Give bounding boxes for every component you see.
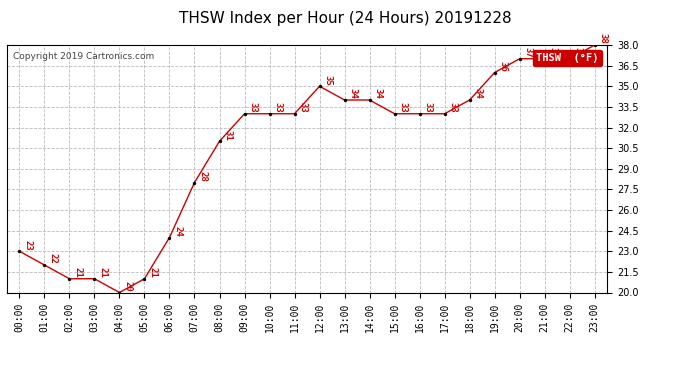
Text: 33: 33 — [299, 102, 308, 113]
Text: 37: 37 — [574, 47, 583, 58]
Point — [489, 69, 500, 75]
Text: 37: 37 — [524, 47, 533, 58]
Point — [514, 56, 525, 62]
Point — [264, 111, 275, 117]
Point — [289, 111, 300, 117]
Text: 34: 34 — [474, 88, 483, 99]
Point — [214, 138, 225, 144]
Text: 37: 37 — [549, 47, 558, 58]
Point — [64, 276, 75, 282]
Text: THSW Index per Hour (24 Hours) 20191228: THSW Index per Hour (24 Hours) 20191228 — [179, 11, 511, 26]
Point — [89, 276, 100, 282]
Point — [164, 234, 175, 240]
Point — [564, 56, 575, 62]
Point — [414, 111, 425, 117]
Text: 23: 23 — [23, 240, 32, 250]
Text: 28: 28 — [199, 171, 208, 182]
Point — [189, 180, 200, 186]
Point — [239, 111, 250, 117]
Text: 35: 35 — [324, 75, 333, 86]
Text: 21: 21 — [99, 267, 108, 278]
Point — [39, 262, 50, 268]
Point — [539, 56, 550, 62]
Text: 34: 34 — [348, 88, 357, 99]
Text: Copyright 2019 Cartronics.com: Copyright 2019 Cartronics.com — [13, 53, 154, 62]
Text: 34: 34 — [374, 88, 383, 99]
Text: 31: 31 — [224, 130, 233, 141]
Point — [364, 97, 375, 103]
Point — [389, 111, 400, 117]
Text: 38: 38 — [599, 33, 608, 44]
Point — [439, 111, 450, 117]
Point — [139, 276, 150, 282]
Point — [589, 42, 600, 48]
Text: 24: 24 — [174, 226, 183, 237]
Point — [464, 97, 475, 103]
Text: 33: 33 — [274, 102, 283, 113]
Text: 22: 22 — [48, 254, 57, 264]
Point — [339, 97, 350, 103]
Text: 36: 36 — [499, 61, 508, 72]
Text: 33: 33 — [248, 102, 257, 113]
Text: 21: 21 — [148, 267, 157, 278]
Text: 33: 33 — [424, 102, 433, 113]
Legend: THSW  (°F): THSW (°F) — [533, 50, 602, 66]
Point — [114, 290, 125, 296]
Text: 20: 20 — [124, 281, 132, 292]
Text: 21: 21 — [74, 267, 83, 278]
Point — [14, 248, 25, 254]
Point — [314, 83, 325, 89]
Text: 33: 33 — [448, 102, 457, 113]
Text: 33: 33 — [399, 102, 408, 113]
